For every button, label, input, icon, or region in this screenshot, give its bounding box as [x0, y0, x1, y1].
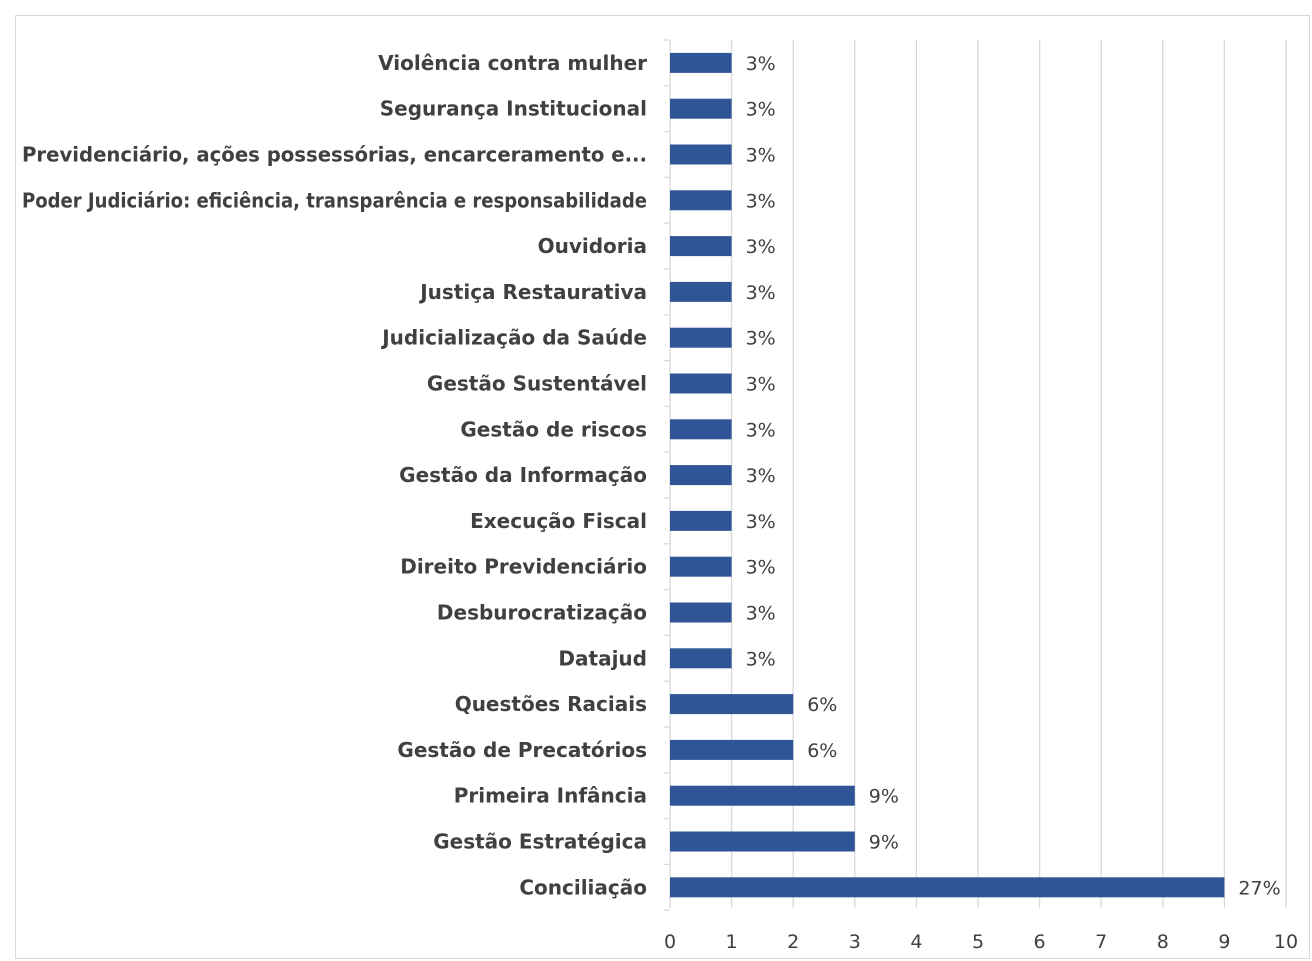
chart-frame: [15, 15, 1310, 959]
bar: [670, 648, 732, 669]
x-tick-label: 6: [1034, 931, 1046, 953]
category-label: Gestão da Informação: [399, 463, 647, 487]
data-label: 3%: [746, 190, 776, 212]
bar: [670, 785, 855, 806]
data-label: 27%: [1238, 877, 1280, 899]
bar: [670, 281, 732, 302]
data-label: 3%: [746, 282, 776, 304]
category-label: Desburocratização: [437, 601, 647, 625]
bars: [670, 52, 1225, 898]
data-label: 3%: [746, 465, 776, 487]
bar: [670, 144, 732, 165]
category-label: Previdenciário, ações possessórias, enca…: [22, 143, 647, 167]
data-label: 3%: [746, 419, 776, 441]
grid-lines: [730, 40, 1287, 908]
bar: [670, 98, 732, 119]
x-tick-label: 5: [972, 931, 984, 953]
category-label: Gestão Estratégica: [433, 830, 647, 854]
bar: [670, 190, 732, 211]
bar: [670, 419, 732, 440]
x-tick-label: 3: [849, 931, 861, 953]
data-label: 9%: [869, 786, 899, 808]
bar: [670, 52, 732, 73]
category-label: Ouvidoria: [538, 234, 647, 258]
category-label: Gestão de riscos: [460, 417, 647, 441]
data-label: 3%: [746, 557, 776, 579]
category-label: Questões Raciais: [455, 692, 647, 716]
category-label: Violência contra mulher: [378, 51, 647, 75]
data-label: 3%: [746, 145, 776, 167]
data-label: 3%: [746, 603, 776, 625]
category-label: Justiça Restaurativa: [418, 280, 647, 304]
bar: [670, 510, 732, 531]
bar: [670, 602, 732, 623]
x-tick-label: 10: [1274, 931, 1298, 953]
y-axis: [664, 39, 671, 911]
category-label: Datajud: [558, 646, 647, 670]
bar: [670, 877, 1225, 898]
category-label: Judicialização da Saúde: [380, 326, 647, 350]
data-label: 3%: [746, 374, 776, 396]
category-label: Gestão de Precatórios: [397, 738, 647, 762]
bar: [670, 739, 794, 760]
category-label: Conciliação: [519, 875, 647, 899]
category-label: Direito Previdenciário: [400, 555, 647, 579]
x-tick-label: 1: [726, 931, 738, 953]
category-label: Poder Judiciário: eficiência, transparên…: [22, 188, 647, 212]
data-label: 3%: [746, 53, 776, 75]
bar: [670, 373, 732, 394]
category-label: Execução Fiscal: [470, 509, 647, 533]
x-axis-tick-labels: 0 1 2 3 4 5 6 7 8 9 10: [664, 931, 1298, 953]
bar: [670, 236, 732, 257]
data-label: 3%: [746, 648, 776, 670]
data-label: 3%: [746, 511, 776, 533]
data-label: 9%: [869, 832, 899, 854]
data-label: 3%: [746, 328, 776, 350]
bar: [670, 694, 794, 715]
category-label: Segurança Institucional: [380, 97, 647, 121]
category-label: Gestão Sustentável: [427, 372, 647, 396]
x-tick-label: 7: [1095, 931, 1107, 953]
data-label: 3%: [746, 236, 776, 258]
x-tick-label: 9: [1218, 931, 1230, 953]
x-tick-label: 2: [787, 931, 799, 953]
x-tick-label: 8: [1157, 931, 1169, 953]
category-label: Primeira Infância: [454, 784, 647, 808]
bar: [670, 327, 732, 348]
bar: [670, 556, 732, 577]
data-label: 6%: [807, 694, 837, 716]
bar: [670, 831, 855, 852]
data-labels: 3% 3% 3% 3% 3% 3% 3% 3% 3% 3% 3% 3% 3% 3% 6% 6% 9% 9% 27%: [746, 53, 1281, 899]
bar: [670, 465, 732, 486]
x-tick-label: 4: [910, 931, 922, 953]
x-tick-label: 0: [664, 931, 676, 953]
data-label: 3%: [746, 99, 776, 121]
data-label: 6%: [807, 740, 837, 762]
category-labels: Violência contra mulher Segurança Institu…: [22, 51, 647, 899]
